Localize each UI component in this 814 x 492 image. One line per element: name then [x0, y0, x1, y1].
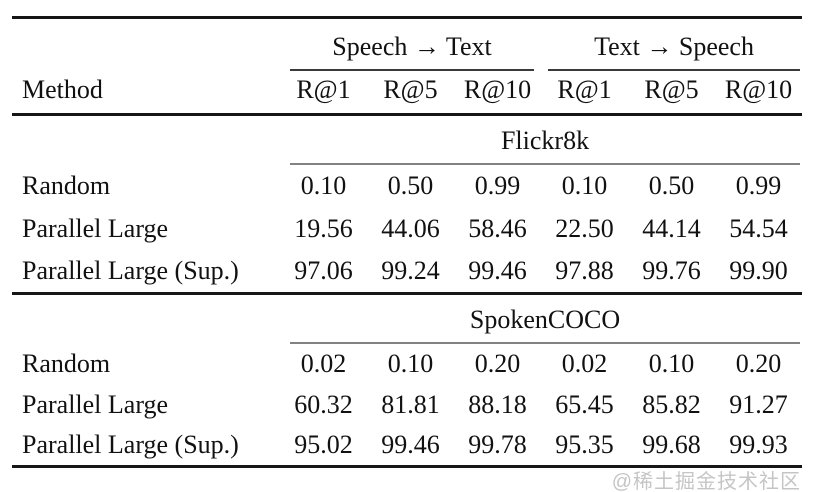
- group-label-speech-to-text: Speech → Text: [290, 32, 535, 71]
- value-cell: 65.45: [555, 389, 614, 419]
- section-title-cell: Flickr8k: [280, 115, 802, 165]
- table-row-parallel-large-sup: Parallel Large (Sup.) 97.06 99.24 99.46 …: [12, 251, 802, 294]
- value-cell: 54.54: [729, 213, 788, 243]
- column-header-row: Method R@1 R@5 R@10 R@1 R@5 R@10: [12, 71, 802, 115]
- value-cell: 97.88: [555, 255, 614, 285]
- value-cell: 0.99: [474, 170, 521, 200]
- value-cell: 58.46: [468, 213, 527, 243]
- value-cell: 60.32: [294, 389, 353, 419]
- method-column-header: Method: [22, 75, 103, 105]
- value-cell: 22.50: [555, 213, 614, 243]
- method-label: Parallel Large (Sup.): [22, 255, 239, 285]
- method-label: Random: [22, 170, 111, 200]
- value-cell: 88.18: [468, 389, 527, 419]
- column-header-r5-st: R@5: [383, 75, 438, 105]
- value-cell: 19.56: [294, 213, 353, 243]
- method-label: Parallel Large (Sup.): [22, 429, 239, 459]
- value-cell: 0.20: [735, 348, 782, 378]
- column-header-r1-st: R@1: [296, 75, 351, 105]
- value-cell: 99.68: [642, 429, 701, 459]
- value-cell: 0.20: [474, 348, 521, 378]
- value-cell: 99.46: [468, 255, 527, 285]
- section-title-row: SpokenCOCO: [12, 294, 802, 344]
- value-cell: 0.10: [300, 170, 347, 200]
- section-title-row: Flickr8k: [12, 115, 802, 165]
- value-cell: 99.76: [642, 255, 701, 285]
- value-cell: 44.14: [642, 213, 701, 243]
- group-label-text-to-speech: Text → Speech: [548, 32, 801, 71]
- value-cell: 0.02: [561, 348, 608, 378]
- value-cell: 91.27: [729, 389, 788, 419]
- value-cell: 95.35: [555, 429, 614, 459]
- value-cell: 99.24: [381, 255, 440, 285]
- section-title-spacer: [12, 294, 280, 344]
- group-header-speech-to-text: Speech → Text: [280, 18, 541, 71]
- group-header-row: Speech → Text Text → Speech: [12, 18, 802, 71]
- value-cell: 0.10: [648, 348, 695, 378]
- column-header-r10-ts: R@10: [724, 75, 793, 105]
- value-cell: 0.50: [648, 170, 695, 200]
- value-cell: 0.99: [735, 170, 782, 200]
- table-row-parallel-large: Parallel Large 60.32 81.81 88.18 65.45 8…: [12, 385, 802, 426]
- table-row-parallel-large: Parallel Large 19.56 44.06 58.46 22.50 4…: [12, 208, 802, 251]
- value-cell: 99.90: [729, 255, 788, 285]
- value-cell: 0.10: [561, 170, 608, 200]
- method-label: Random: [22, 348, 111, 378]
- section-title-spacer: [12, 115, 280, 165]
- column-header-r1-ts: R@1: [557, 75, 612, 105]
- section-spokencoco: SpokenCOCO Random 0.02 0.10 0.20 0.02 0.…: [12, 293, 803, 467]
- group-header-text-to-speech: Text → Speech: [541, 18, 802, 71]
- method-label: Parallel Large: [22, 389, 169, 419]
- table-row-random: Random 0.02 0.10 0.20 0.02 0.10 0.20: [12, 344, 802, 385]
- column-header-r10-st: R@10: [463, 75, 532, 105]
- column-header-r5-ts: R@5: [644, 75, 699, 105]
- value-cell: 0.50: [387, 170, 434, 200]
- value-cell: 99.78: [468, 429, 527, 459]
- group-header-spacer: [12, 18, 280, 71]
- value-cell: 44.06: [381, 213, 440, 243]
- value-cell: 95.02: [294, 429, 353, 459]
- section-title-cell: SpokenCOCO: [280, 294, 802, 344]
- value-cell: 99.46: [381, 429, 440, 459]
- value-cell: 81.81: [381, 389, 440, 419]
- value-cell: 0.10: [387, 348, 434, 378]
- paper-table-page: Speech → Text Text → Speech Method R@1 R…: [0, 16, 814, 492]
- table-row-random: Random 0.10 0.50 0.99 0.10 0.50 0.99: [12, 165, 802, 208]
- value-cell: 97.06: [294, 255, 353, 285]
- section-flickr8k: Flickr8k Random 0.10 0.50 0.99 0.10 0.50…: [12, 114, 803, 294]
- table-header: Speech → Text Text → Speech Method R@1 R…: [12, 18, 802, 115]
- site-watermark: @稀土掘金技术社区: [611, 471, 801, 492]
- value-cell: 0.02: [300, 348, 347, 378]
- value-cell: 85.82: [642, 389, 701, 419]
- retrieval-results-table: Speech → Text Text → Speech Method R@1 R…: [12, 16, 803, 468]
- section-title-spokencoco: SpokenCOCO: [290, 305, 801, 344]
- table-row-parallel-large-sup: Parallel Large (Sup.) 95.02 99.46 99.78 …: [12, 426, 802, 467]
- section-title-flickr8k: Flickr8k: [290, 126, 801, 165]
- method-label: Parallel Large: [22, 213, 169, 243]
- value-cell: 99.93: [729, 429, 788, 459]
